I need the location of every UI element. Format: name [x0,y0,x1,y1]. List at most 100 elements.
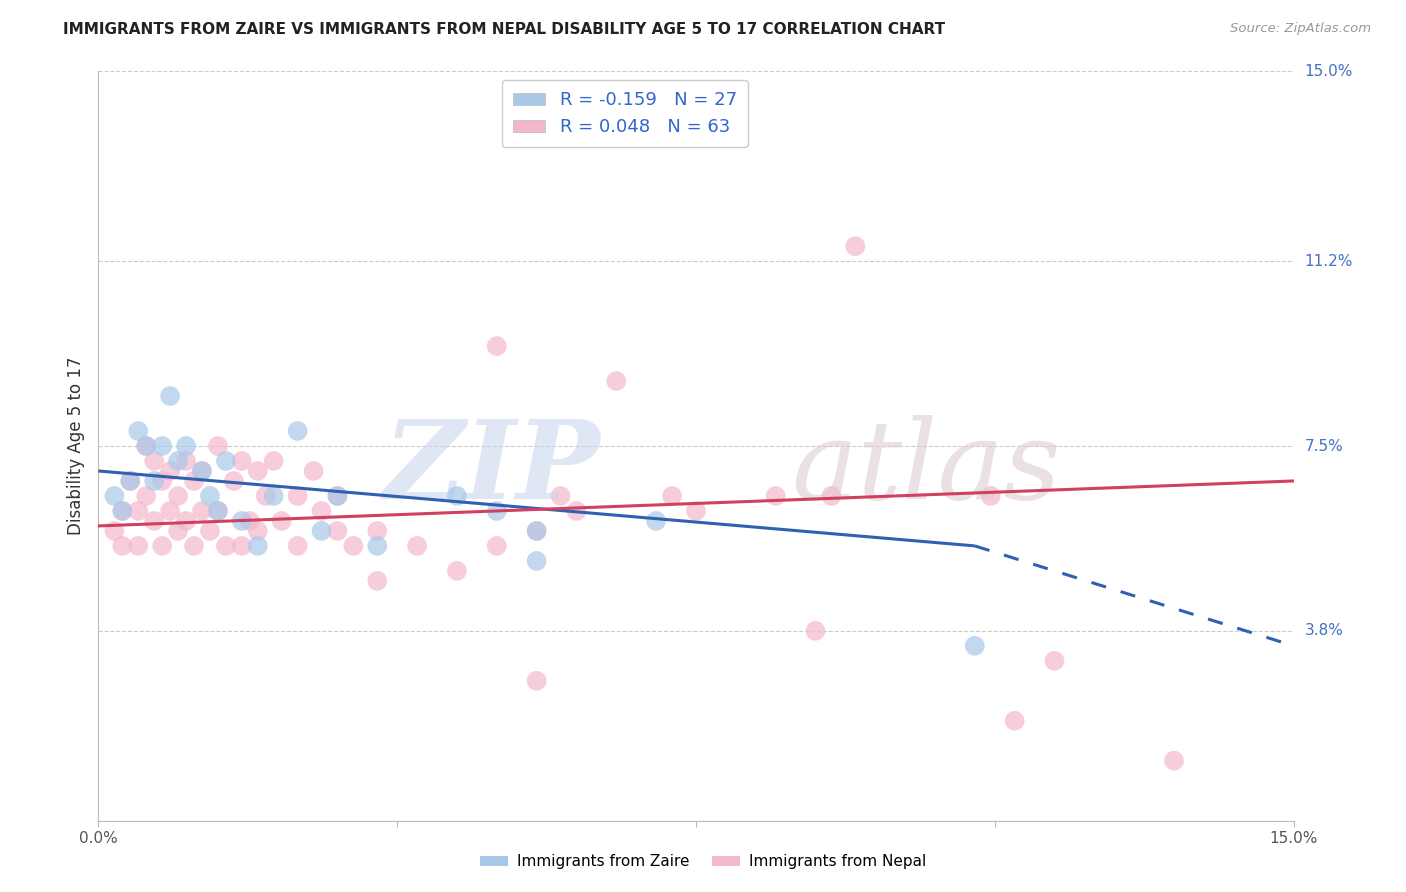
Point [1163,754,1185,768]
Point [311,504,333,518]
Point [406,539,429,553]
Point [246,539,269,553]
Point [446,489,468,503]
Point [150,474,173,488]
Point [167,489,190,503]
Text: 11.2%: 11.2% [1305,253,1353,268]
Point [215,454,238,468]
Point [366,574,388,588]
Point [215,539,238,553]
Point [143,514,166,528]
Point [565,504,588,518]
Point [127,424,149,438]
Point [167,454,190,468]
Text: 3.8%: 3.8% [1305,624,1344,639]
Point [103,489,125,503]
Point [526,554,548,568]
Point [246,524,269,538]
Point [135,439,157,453]
Point [231,539,253,553]
Point [485,539,508,553]
Legend: R = -0.159   N = 27, R = 0.048   N = 63: R = -0.159 N = 27, R = 0.048 N = 63 [502,80,748,147]
Point [159,504,181,518]
Point [820,489,842,503]
Point [645,514,668,528]
Y-axis label: Disability Age 5 to 17: Disability Age 5 to 17 [66,357,84,535]
Point [207,504,229,518]
Point [605,374,627,388]
Point [1043,654,1066,668]
Point [127,539,149,553]
Legend: Immigrants from Zaire, Immigrants from Nepal: Immigrants from Zaire, Immigrants from N… [474,848,932,875]
Point [263,454,285,468]
Point [135,439,157,453]
Point [263,489,285,503]
Text: IMMIGRANTS FROM ZAIRE VS IMMIGRANTS FROM NEPAL DISABILITY AGE 5 TO 17 CORRELATIO: IMMIGRANTS FROM ZAIRE VS IMMIGRANTS FROM… [63,22,945,37]
Point [198,489,221,503]
Point [191,464,214,478]
Point [485,339,508,353]
Point [191,464,214,478]
Point [270,514,292,528]
Point [111,539,134,553]
Text: 7.5%: 7.5% [1305,439,1343,453]
Point [150,539,173,553]
Point [526,524,548,538]
Point [120,474,142,488]
Text: atlas: atlas [792,415,1062,522]
Point [246,464,269,478]
Point [963,639,986,653]
Point [302,464,325,478]
Point [143,454,166,468]
Point [366,524,388,538]
Point [222,474,245,488]
Point [159,464,181,478]
Point [191,504,214,518]
Point [342,539,364,553]
Point [980,489,1002,503]
Point [844,239,866,253]
Point [103,524,125,538]
Point [111,504,134,518]
Point [167,524,190,538]
Point [804,624,827,638]
Point [550,489,572,503]
Point [174,454,197,468]
Point [287,539,309,553]
Point [446,564,468,578]
Point [207,504,229,518]
Point [120,474,142,488]
Point [485,504,508,518]
Text: Source: ZipAtlas.com: Source: ZipAtlas.com [1230,22,1371,36]
Point [183,474,205,488]
Point [287,424,309,438]
Point [231,454,253,468]
Point [111,504,134,518]
Point [135,489,157,503]
Point [231,514,253,528]
Point [159,389,181,403]
Point [174,514,197,528]
Text: ZIP: ZIP [384,415,600,522]
Point [366,539,388,553]
Point [661,489,683,503]
Point [326,489,349,503]
Point [254,489,277,503]
Point [127,504,149,518]
Text: 15.0%: 15.0% [1305,64,1353,78]
Point [183,539,205,553]
Point [311,524,333,538]
Point [143,474,166,488]
Point [526,524,548,538]
Point [207,439,229,453]
Point [150,439,173,453]
Point [198,524,221,538]
Point [174,439,197,453]
Point [326,489,349,503]
Point [526,673,548,688]
Point [287,489,309,503]
Point [1004,714,1026,728]
Point [685,504,707,518]
Point [239,514,262,528]
Point [765,489,787,503]
